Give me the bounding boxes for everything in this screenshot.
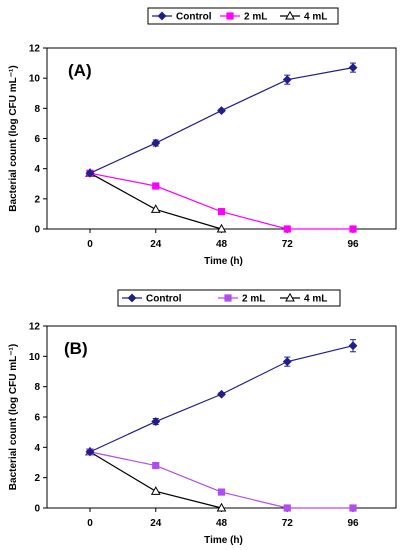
series-1 [85, 62, 358, 178]
series-2 [86, 448, 357, 512]
x-tick-label: 24 [150, 239, 162, 250]
marker-triangle [216, 223, 227, 233]
marker-square [226, 12, 234, 20]
x-tick-label: 96 [347, 239, 359, 250]
y-tick-label: 0 [34, 225, 40, 236]
marker-triangle [150, 204, 161, 213]
x-tick-label: 0 [87, 518, 93, 529]
marker-diamond [282, 357, 292, 367]
y-tick-label: 10 [29, 352, 41, 363]
plot-frame [46, 325, 397, 509]
marker-square [349, 504, 357, 512]
x-axis-title: Time (h) [204, 535, 243, 546]
marker-square [217, 208, 226, 216]
marker-diamond [282, 75, 292, 85]
y-tick-label: 12 [29, 322, 41, 333]
marker-diamond [348, 341, 358, 351]
series-3 [85, 446, 227, 512]
series-line [89, 172, 222, 230]
x-tick-label: 0 [87, 239, 93, 250]
legend-item-2: 2 mL [220, 12, 267, 23]
marker-square [152, 461, 160, 470]
series-line [89, 172, 353, 230]
x-tick-label: 72 [282, 518, 294, 529]
series-3 [85, 167, 227, 233]
x-tick-label: 96 [347, 518, 359, 529]
marker-triangle [216, 502, 227, 512]
series-line [89, 451, 222, 509]
panel-label: (B) [64, 339, 88, 358]
y-tick-label: 8 [34, 104, 40, 115]
y-tick-label: 2 [34, 473, 40, 484]
marker-square [224, 294, 232, 302]
series-2 [86, 169, 357, 233]
y-tick-label: 8 [34, 382, 40, 393]
legend-label: Control [146, 294, 182, 305]
y-tick-label: 0 [34, 504, 40, 515]
series-1 [85, 339, 358, 457]
marker-square [217, 488, 226, 496]
marker-diamond [348, 63, 358, 73]
legend-label: 4 mL [304, 294, 327, 305]
marker-diamond [217, 389, 226, 399]
marker-diamond [157, 11, 167, 21]
x-tick-label: 48 [216, 239, 228, 250]
legend: Control 2 mL 4 mL [117, 289, 341, 307]
marker-triangle [285, 10, 295, 20]
marker-diamond [151, 417, 161, 426]
marker-square [283, 225, 291, 233]
legend-label: Control [176, 12, 212, 23]
legend: Control 2 mL 4 mL [147, 7, 339, 25]
y-tick-label: 4 [34, 164, 40, 175]
panel-label: (A) [68, 61, 92, 80]
y-tick-label: 6 [34, 134, 40, 145]
y-tick-label: 2 [34, 194, 40, 205]
marker-square [349, 225, 357, 233]
legend-item-3: 4 mL [280, 292, 327, 305]
series-line [89, 451, 353, 509]
y-tick-label: 12 [29, 44, 41, 55]
legend-item-1: Control [152, 12, 212, 23]
series-line [89, 67, 354, 174]
marker-square [283, 504, 291, 512]
plot-frame [46, 47, 397, 230]
marker-diamond [151, 138, 161, 148]
marker-triangle [285, 292, 295, 302]
legend-item-1: Control [122, 294, 182, 305]
y-tick-label: 4 [34, 443, 40, 454]
legend-item-3: 4 mL [280, 10, 327, 23]
marker-diamond [85, 168, 95, 178]
legend-label: 4 mL [304, 12, 327, 23]
legend-label: 2 mL [242, 294, 265, 305]
marker-diamond [217, 106, 226, 116]
marker-triangle [150, 486, 161, 495]
x-tick-label: 72 [282, 239, 294, 250]
y-axis-title: Bacterial count (log CFU mL⁻¹) [8, 65, 19, 211]
x-axis-title: Time (h) [204, 256, 243, 267]
x-tick-label: 48 [216, 518, 228, 529]
marker-diamond [85, 447, 95, 457]
legend-item-2: 2 mL [218, 294, 265, 305]
x-tick-label: 24 [150, 518, 162, 529]
marker-square [152, 182, 160, 190]
marker-diamond [127, 293, 137, 303]
y-axis-title: Bacterial count (log CFU mL⁻¹) [8, 344, 19, 490]
legend-label: 2 mL [244, 12, 267, 23]
y-tick-label: 10 [29, 74, 41, 85]
y-tick-label: 6 [34, 413, 40, 424]
series-line [89, 345, 354, 453]
